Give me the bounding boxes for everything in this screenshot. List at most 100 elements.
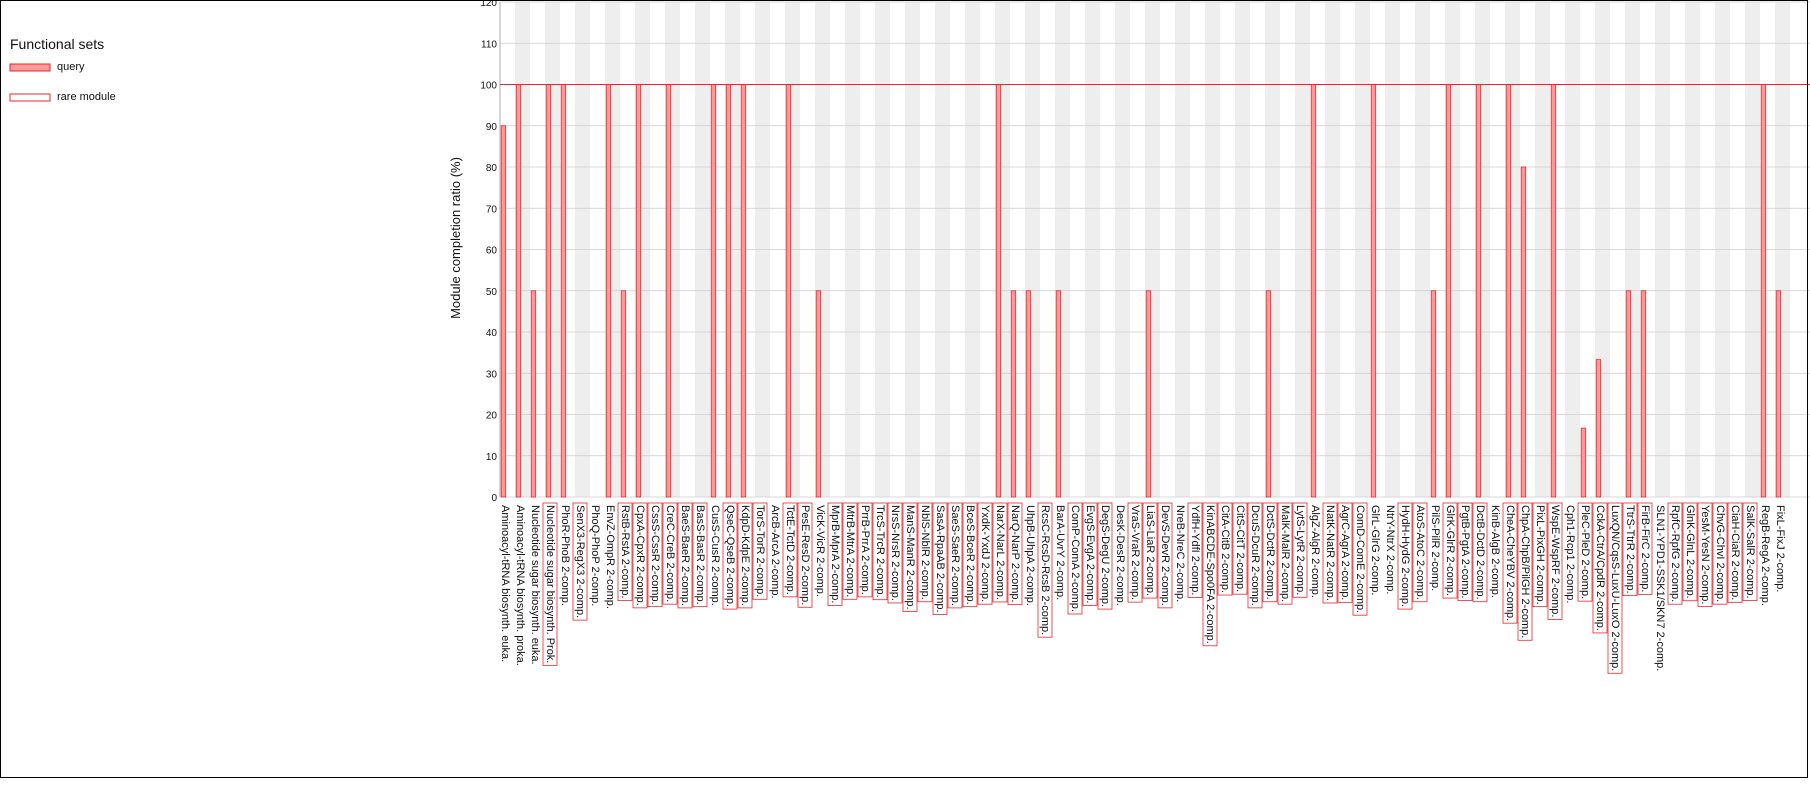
rare-module-box (1127, 502, 1143, 603)
x-tick-label-group: MtrB-MtrA 2-comp. (842, 502, 858, 600)
bar (1370, 84, 1377, 498)
x-tick-label: DevS-DevR 2-comp. (1159, 505, 1171, 606)
x-tick-label: GlnK-GlnL 2-comp. (1684, 505, 1696, 599)
x-tick-label: NtrY-NtrX 2-comp. (1384, 505, 1396, 594)
x-tick-label: AtoS-AtoC 2-comp. (1414, 505, 1426, 600)
x-tick-label: CitA-CitB 2-comp. (1219, 505, 1231, 593)
x-tick-label-group: YesM-YesN 2-comp. (1697, 502, 1713, 607)
y-tick-label: 60 (486, 246, 498, 257)
rare-module-box (1547, 502, 1563, 620)
rare-module-box (1217, 502, 1233, 596)
x-tick-label: GlrK-GlrR 2-comp. (1444, 505, 1456, 596)
bar (1505, 84, 1512, 498)
x-tick-label-group: WspE-WspRF 2-comp. (1547, 502, 1563, 620)
x-tick-label-group: MalK-MalR 2-comp. (1277, 502, 1293, 605)
x-tick-label: RstB-RstA 2-comp. (619, 505, 631, 599)
rare-module-box (917, 502, 933, 603)
bar (605, 84, 612, 498)
x-tick-label-group: MprB-MprA 2-comp. (827, 502, 843, 606)
x-tick-label-group: BaeS-BaeR 2-comp. (677, 502, 693, 609)
x-tick-label: Cph1-Rcp1 2-comp. (1564, 505, 1576, 603)
x-tick-label-group: NarX-NarL 2-comp. (992, 502, 1008, 603)
bar (500, 125, 507, 498)
x-tick-label-group: LytS-LytR 2-comp. (1292, 502, 1308, 598)
rare-module-box (992, 502, 1008, 603)
rare-module-box (1682, 502, 1698, 602)
x-tick-label-group: RegB-RegA 2-comp. (1759, 505, 1771, 606)
x-tick-label: VraS-VraR 2-comp. (1129, 505, 1141, 600)
x-tick-label: GlrL-GlrG 2-comp. (1369, 505, 1381, 595)
bar (815, 290, 822, 498)
y-tick-label: 80 (486, 163, 498, 174)
x-tick-label-group: TtrS-TtrR 2-comp. (1622, 502, 1638, 597)
x-tick-label-group: RcsC-RcsD-RcsB 2-comp. (1037, 502, 1053, 638)
x-tick-label-group: TctE-TctD 2-comp. (782, 502, 798, 598)
y-tick-label: 90 (486, 122, 498, 133)
x-tick-label: ComP-ComA 2-comp. (1069, 505, 1081, 612)
rare-module-box (1472, 502, 1488, 603)
rare-module-box (827, 502, 843, 606)
grid-lines (499, 1, 1810, 498)
x-tick-label-group: DctS-DctR 2-comp. (1262, 502, 1278, 603)
rare-module-box (1577, 502, 1593, 602)
x-tick-label: ArcB-ArcA 2-comp. (769, 505, 781, 599)
rare-module-box (962, 502, 978, 608)
x-tick-label-group: AtoS-AtoC 2-comp. (1412, 502, 1428, 603)
rare-module-box (1157, 502, 1173, 609)
rare-module-box (1457, 502, 1473, 601)
y-tick-label: 30 (486, 369, 498, 380)
y-axis-ticks: 0 10 20 30 40 50 60 70 80 90 100 110 120 (480, 0, 497, 504)
x-tick-label: TctE-TctD 2-comp. (784, 505, 796, 595)
x-tick-label: NblS-NblR 2-comp. (919, 505, 931, 600)
rare-module-box (857, 502, 873, 598)
legend-label-query: query (57, 61, 85, 73)
x-tick-label: Aminoacyl-tRNA biosynth. proka. (514, 505, 526, 666)
bar (1475, 84, 1482, 498)
rare-module-box (977, 502, 993, 605)
legend-swatch-rare-module (9, 93, 51, 102)
x-tick-label: ChvG-ChvI 2-comp. (1714, 505, 1726, 602)
bar (1775, 290, 1782, 498)
y-axis-title: Module completion ratio (%) (448, 157, 463, 319)
x-tick-label: LytS-LytR 2-comp. (1294, 505, 1306, 595)
x-tick-label-group: QseC-QseB 2-comp. (722, 502, 738, 610)
bar (1760, 84, 1767, 498)
x-tick-label-group: Cph1-Rcp1 2-comp. (1564, 505, 1576, 603)
x-tick-label: CheA-CheYBV 2-comp. (1504, 505, 1516, 621)
bar (1025, 290, 1032, 498)
x-tick-label-group: ChvG-ChvI 2-comp. (1712, 502, 1728, 605)
bar (1445, 84, 1452, 498)
x-tick-label: LiaS-LiaR 2-comp. (1144, 505, 1156, 596)
x-tick-label-group: PesE-ResD 2-comp. (797, 502, 813, 608)
x-tick-label: BasS-BasR 2-comp. (694, 505, 706, 605)
bar (515, 84, 522, 498)
x-tick-label: AlgZ-AlgR 2-comp. (1309, 505, 1321, 598)
x-tick-label: PhoR-PhoB 2-comp. (559, 505, 571, 606)
x-tick-label: DctS-DctR 2-comp. (1264, 505, 1276, 600)
y-tick-label: 10 (486, 452, 498, 463)
x-tick-label-group: HydH-HydG 2-comp. (1397, 502, 1413, 610)
x-tick-label-group: ComD-ComE 2-comp. (1352, 502, 1368, 616)
x-tick-label: EvgS-EvgA 2-comp. (1084, 505, 1096, 603)
y-tick-label: 100 (480, 81, 497, 92)
x-tick-label: DctB-DctD 2-comp. (1474, 505, 1486, 600)
x-tick-label: KinABCDE-Spo0FA 2-comp. (1204, 505, 1216, 644)
x-tick-label: NrsS-NrsR 2-comp. (889, 505, 901, 601)
x-tick-label: Nucleotide sugar biosynth. Prok. (544, 505, 556, 663)
rare-module-box (797, 502, 813, 608)
x-tick-label: KdpD-KdpE 2-comp. (739, 505, 751, 606)
x-tick-label-group: SasA-RpaAB 2-comp. (932, 502, 948, 616)
rare-module-box (1727, 502, 1743, 603)
x-tick-label: LuxQN/CqsS-LuxU-LuxO 2-comp. (1609, 505, 1621, 671)
x-tick-label: Nucleotide sugar biosynth. euka. (529, 505, 541, 665)
x-tick-label: DcuS-DcuR 2-comp. (1249, 505, 1261, 606)
x-tick-label: YesM-YesN 2-comp. (1699, 505, 1711, 604)
x-tick-label: UhpB-UhpA 2-comp. (1024, 505, 1036, 606)
x-tick-label-group: Nucleotide sugar biosynth. euka. (529, 505, 541, 665)
rare-module-box (1067, 502, 1083, 615)
rare-module-box (617, 502, 633, 601)
x-tick-label: RcsC-RcsD-RcsB 2-comp. (1039, 505, 1051, 635)
x-tick-label: CreC-CreB 2-comp. (664, 505, 676, 602)
x-tick-label-group: PrrB-PrrA 2-comp. (857, 502, 873, 598)
rare-module-box (1397, 502, 1413, 610)
